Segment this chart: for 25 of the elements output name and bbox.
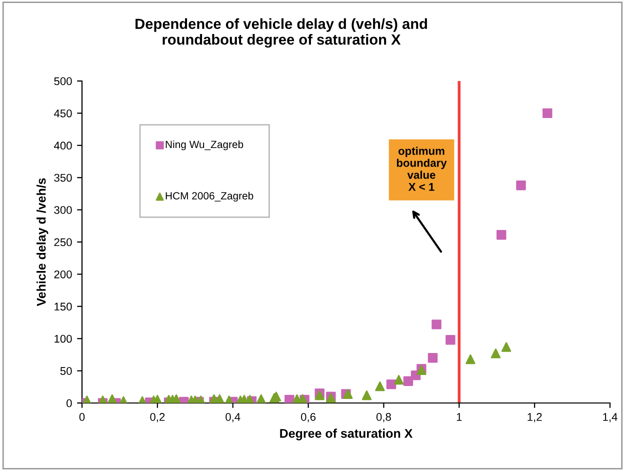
x-tick-label: 0,2: [150, 413, 165, 422]
x-axis-title: Degree of saturation X: [280, 428, 413, 440]
y-tick-label: 400: [54, 142, 72, 150]
y-tick-label: 350: [54, 174, 72, 182]
y-tick-label: 500: [54, 77, 72, 86]
y-axis-title: Vehicle delay d /veh/s: [36, 178, 48, 306]
y-tick-label: 150: [54, 302, 72, 311]
chart-title: Dependence of vehicle delay d (veh/s) and roundabout degree of saturation X: [136, 18, 427, 48]
legend-label: HCM 2006_Zagreb: [166, 192, 254, 202]
y-tick-label: 250: [54, 238, 72, 246]
y-tick-label: 200: [54, 270, 72, 278]
x-tick-label: 1,4: [603, 413, 618, 422]
x-tick-label: 0,4: [226, 413, 240, 422]
annotation: optimum boundary value X < 1: [396, 146, 447, 191]
y-tick-label: 300: [54, 206, 72, 214]
x-tick-label: 0,6: [301, 413, 316, 422]
y-tick-label: 0: [66, 399, 72, 408]
x-tick-label: 0,8: [376, 413, 391, 422]
y-tick-label: 50: [60, 367, 72, 375]
x-tick-label: 1: [456, 413, 462, 421]
x-tick-label: 1,2: [528, 413, 542, 422]
legend-label: Ning Wu_Zagreb: [166, 140, 244, 150]
x-tick-label: 0: [79, 413, 85, 421]
y-tick-label: 450: [54, 109, 72, 118]
y-tick-label: 100: [54, 334, 72, 343]
